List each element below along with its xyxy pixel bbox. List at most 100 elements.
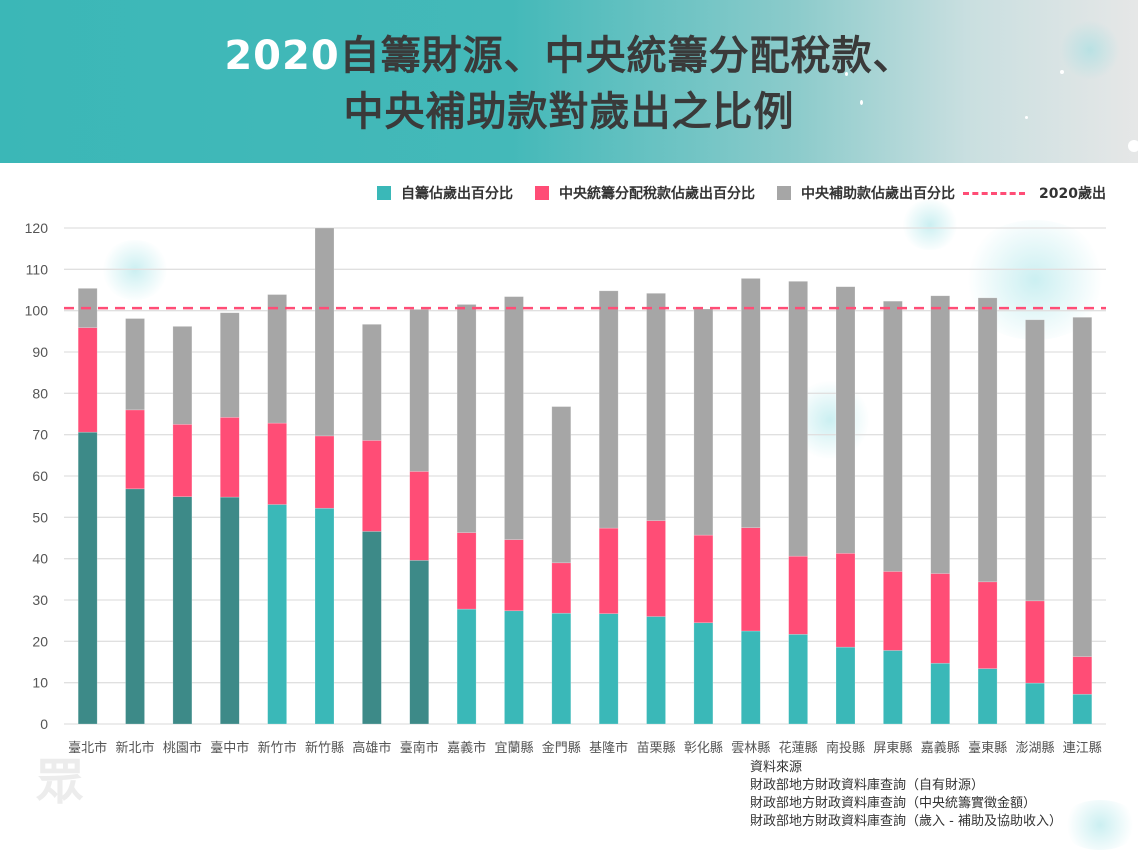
- bar-segment-self-funded: [456, 608, 477, 725]
- x-tick-label: 新竹縣: [305, 740, 344, 756]
- watermark-logo: 眾: [36, 754, 85, 810]
- x-tick-label: 金門縣: [542, 740, 581, 756]
- bar-segment-subsidy: [930, 295, 951, 574]
- x-tick-label: 嘉義縣: [921, 740, 960, 756]
- bar-segment-self-funded: [788, 634, 808, 725]
- bar-segment-self-funded: [977, 668, 998, 725]
- legend-swatch-tax: [535, 186, 550, 200]
- x-tick-label: 臺中市: [210, 740, 249, 756]
- bar-segment-tax: [551, 562, 572, 614]
- bar-segment-self-funded: [693, 622, 714, 725]
- legend-item-expenditure: 2020歲出: [963, 183, 1106, 203]
- bar-segment-subsidy: [219, 312, 240, 418]
- bar-segment-self-funded: [551, 612, 572, 725]
- bar-segment-self-funded: [598, 613, 619, 725]
- x-tick-label: 宜蘭縣: [494, 740, 533, 756]
- source-line: 財政部地方財政資料庫查詢（自有財源）: [750, 778, 985, 793]
- bar-segment-self-funded: [504, 610, 524, 725]
- bar-segment-tax: [646, 520, 666, 617]
- bar-segment-subsidy: [835, 286, 856, 554]
- legend-label: 自籌佔歲出百分比: [401, 186, 514, 202]
- bar-segment-subsidy: [977, 297, 998, 583]
- bar-segment-self-funded: [883, 650, 903, 725]
- x-tick-label: 澎湖縣: [1015, 741, 1054, 756]
- bar-segment-tax: [883, 571, 903, 651]
- decorative-sparkle: [860, 100, 863, 105]
- bar-segment-self-funded: [1025, 682, 1045, 725]
- bar-segment-subsidy: [362, 324, 382, 441]
- bar-segment-tax: [125, 409, 145, 490]
- bar-segment-subsidy: [504, 296, 524, 540]
- y-tick-label: 40: [32, 551, 48, 567]
- y-tick-label: 30: [32, 592, 48, 608]
- x-tick-label: 臺東縣: [968, 740, 1007, 756]
- bar-segment-subsidy: [788, 281, 808, 557]
- y-tick-label: 110: [26, 261, 49, 277]
- data-source: 資料來源 財政部地方財政資料庫查詢（自有財源） 財政部地方財政資料庫查詢（中央統…: [750, 759, 1062, 831]
- source-heading: 資料來源: [750, 760, 803, 775]
- bar-segment-tax: [788, 555, 808, 635]
- bar-segment-tax: [362, 440, 382, 532]
- decorative-sparkle: [845, 72, 848, 76]
- bar-segment-subsidy: [267, 294, 287, 424]
- decorative-sparkle: [403, 110, 406, 113]
- bar-segment-tax: [1072, 656, 1093, 695]
- bar-segment-self-funded: [267, 504, 287, 725]
- bar-segment-subsidy: [740, 278, 761, 528]
- legend-item-tax: 中央統籌分配稅款佔歲出百分比: [535, 183, 755, 203]
- decorative-sparkle: [1025, 116, 1028, 119]
- bar-segment-tax: [1025, 600, 1045, 684]
- decorative-sparkle: [1060, 70, 1064, 74]
- legend-label: 中央補助款佔歲出百分比: [801, 186, 956, 202]
- header-banner: 2020自籌財源、中央統籌分配稅款、 中央補助款對歲出之比例: [0, 0, 1138, 163]
- bar-segment-self-funded: [172, 496, 193, 725]
- bar-segment-self-funded: [409, 560, 430, 725]
- bar-segment-subsidy: [693, 308, 714, 536]
- bars: [77, 227, 1093, 725]
- x-tick-label: 高雄市: [352, 740, 391, 756]
- x-tick-label: 臺南市: [400, 740, 439, 756]
- x-tick-label: 南投縣: [826, 740, 865, 756]
- y-tick-label: 120: [25, 220, 49, 236]
- bar-segment-tax: [172, 424, 193, 497]
- bar-segment-self-funded: [125, 488, 145, 725]
- bar-segment-subsidy: [172, 326, 193, 425]
- y-tick-label: 70: [32, 427, 48, 443]
- bar-segment-self-funded: [646, 616, 666, 725]
- x-tick-label: 苗栗縣: [637, 741, 676, 756]
- chart-legend: 自籌佔歲出百分比 中央統籌分配稅款佔歲出百分比 中央補助款佔歲出百分比 2020…: [355, 182, 1106, 204]
- bar-segment-subsidy: [125, 318, 145, 411]
- bar-segment-subsidy: [598, 290, 619, 529]
- legend-item-self-funded: 自籌佔歲出百分比: [377, 183, 513, 203]
- page-title: 2020自籌財源、中央統籌分配稅款、 中央補助款對歲出之比例: [0, 28, 1138, 140]
- x-tick-label: 基隆市: [589, 740, 628, 756]
- bar-segment-tax: [77, 327, 98, 433]
- title-line1: 自籌財源、中央統籌分配稅款、: [339, 33, 914, 79]
- y-tick-label: 90: [32, 344, 48, 360]
- bar-segment-self-funded: [77, 431, 98, 725]
- y-axis: 0 10 20 30 40 50 60 70 80 90 100 110 120: [25, 220, 49, 732]
- bar-segment-tax: [835, 552, 856, 648]
- x-tick-label: 新竹市: [258, 740, 297, 756]
- bar-segment-tax: [930, 573, 951, 664]
- bar-segment-subsidy: [409, 309, 430, 472]
- decorative-sparkle: [1128, 140, 1138, 152]
- bar-segment-subsidy: [456, 304, 477, 533]
- decorative-glow: [100, 240, 170, 300]
- y-tick-label: 60: [32, 468, 48, 484]
- y-tick-label: 10: [32, 675, 48, 691]
- bar-segment-tax: [504, 539, 524, 612]
- bar-segment-subsidy: [1072, 316, 1093, 657]
- title-line2: 中央補助款對歲出之比例: [343, 89, 795, 135]
- bar-segment-tax: [456, 532, 477, 610]
- title-year: 2020: [224, 33, 340, 79]
- legend-swatch-self-funded: [377, 186, 392, 200]
- y-tick-label: 0: [40, 716, 48, 732]
- x-axis: 臺北市 新北市 桃園市 臺中市 新竹市 新竹縣 高雄市 臺南市 嘉義市 宜蘭縣 金門縣 基隆市 苗栗縣彰…: [68, 740, 1102, 756]
- bar-segment-tax: [693, 534, 714, 624]
- x-tick-label: 花蓮縣: [779, 740, 818, 756]
- decorative-glow: [900, 200, 960, 250]
- y-tick-label: 80: [32, 385, 48, 401]
- x-tick-label: 臺北市: [68, 740, 107, 756]
- bar-segment-tax: [219, 417, 240, 498]
